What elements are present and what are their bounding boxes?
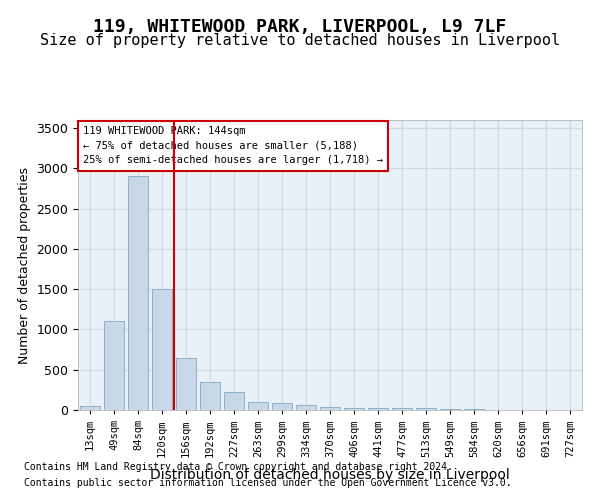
Bar: [416, 408, 436, 410]
Bar: [152, 289, 172, 410]
Bar: [128, 176, 148, 410]
Bar: [224, 392, 244, 410]
Bar: [104, 322, 124, 410]
Text: Size of property relative to detached houses in Liverpool: Size of property relative to detached ho…: [40, 32, 560, 48]
Text: Contains HM Land Registry data © Crown copyright and database right 2024.: Contains HM Land Registry data © Crown c…: [24, 462, 453, 472]
Bar: [200, 382, 220, 410]
Bar: [344, 408, 364, 410]
Bar: [272, 403, 292, 410]
Text: 119 WHITEWOOD PARK: 144sqm
← 75% of detached houses are smaller (5,188)
25% of s: 119 WHITEWOOD PARK: 144sqm ← 75% of deta…: [83, 126, 383, 166]
Bar: [176, 358, 196, 410]
Bar: [440, 409, 460, 410]
Bar: [296, 405, 316, 410]
Bar: [320, 407, 340, 410]
Text: 119, WHITEWOOD PARK, LIVERPOOL, L9 7LF: 119, WHITEWOOD PARK, LIVERPOOL, L9 7LF: [94, 18, 506, 36]
Bar: [248, 402, 268, 410]
Bar: [464, 409, 484, 410]
Text: Contains public sector information licensed under the Open Government Licence v3: Contains public sector information licen…: [24, 478, 512, 488]
Y-axis label: Number of detached properties: Number of detached properties: [18, 166, 31, 364]
Bar: [392, 408, 412, 410]
Bar: [80, 406, 100, 410]
Bar: [368, 408, 388, 410]
X-axis label: Distribution of detached houses by size in Liverpool: Distribution of detached houses by size …: [150, 468, 510, 481]
